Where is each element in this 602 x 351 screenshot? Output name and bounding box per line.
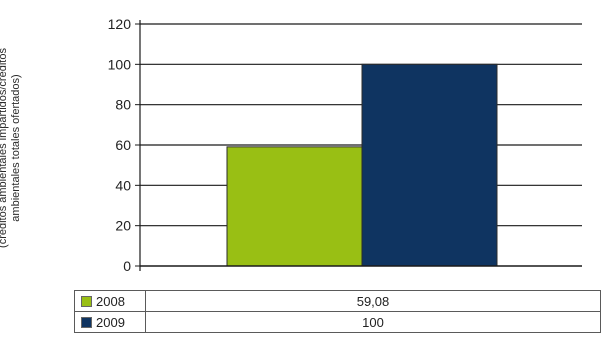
y-axis-label: (créditos ambientales impartidos/crédito… — [0, 3, 41, 293]
legend-label-2008: 2008 — [96, 293, 125, 309]
data-table-row: 2009 100 — [74, 311, 601, 333]
y-tick-label: 120 — [108, 16, 132, 32]
legend-swatch-2008 — [81, 295, 92, 307]
legend-entry-2009: 2009 — [74, 311, 146, 333]
y-tick-label: 60 — [115, 137, 131, 153]
y-axis-ticks: 0 20 40 60 80 100 120 — [108, 16, 140, 274]
gridlines — [140, 23, 582, 227]
data-table: 2008 59,08 2009 100 — [74, 290, 601, 333]
y-tick-label: 0 — [123, 258, 131, 274]
y-tick-label: 20 — [115, 218, 131, 234]
bars — [226, 63, 498, 267]
legend-swatch-2009 — [81, 316, 92, 328]
legend-entry-2008: 2008 — [74, 290, 146, 312]
legend-label-2009: 2009 — [96, 314, 125, 330]
data-table-row: 2008 59,08 — [74, 290, 601, 312]
y-axis-label-line-2: ambientales totales ofertados) — [10, 74, 22, 222]
bar-2008 — [226, 146, 363, 267]
y-tick-label: 40 — [115, 177, 131, 193]
data-value-2008: 59,08 — [145, 290, 601, 312]
axes — [139, 20, 582, 271]
bar-2009 — [361, 63, 498, 267]
y-axis-label-line-1: (créditos ambientales impartidos/crédito… — [0, 48, 9, 248]
data-value-2009: 100 — [145, 311, 601, 333]
y-tick-label: 80 — [115, 97, 131, 113]
y-tick-label: 100 — [108, 56, 132, 72]
